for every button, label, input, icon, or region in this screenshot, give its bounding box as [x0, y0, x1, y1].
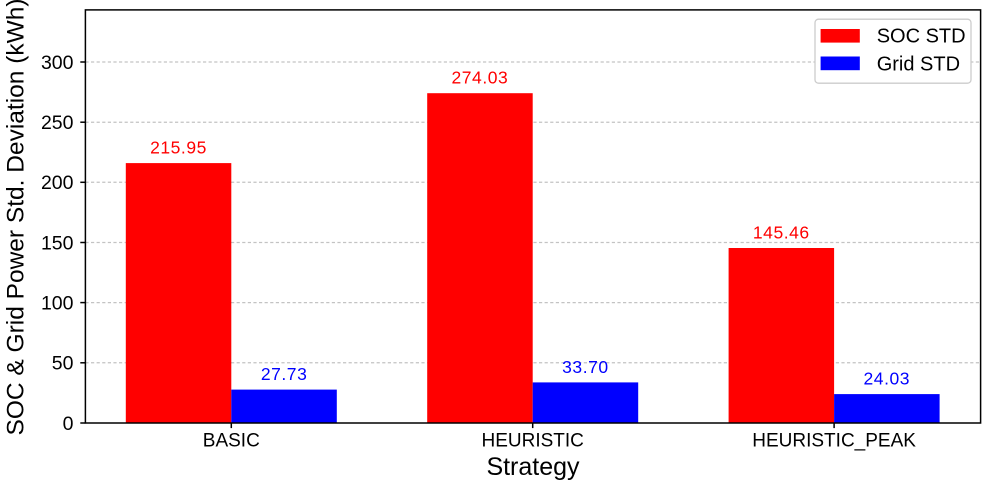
svg-text:SOC & Grid Power Std. Deviatio: SOC & Grid Power Std. Deviation (kWh): [3, 0, 30, 436]
svg-text:33.70: 33.70: [562, 357, 609, 377]
svg-text:250: 250: [41, 112, 74, 134]
svg-text:0: 0: [63, 413, 74, 435]
svg-text:200: 200: [41, 172, 74, 194]
svg-text:Strategy: Strategy: [486, 453, 580, 481]
svg-text:215.95: 215.95: [150, 137, 207, 157]
svg-text:150: 150: [41, 232, 74, 254]
svg-text:300: 300: [41, 52, 74, 74]
svg-text:BASIC: BASIC: [203, 431, 260, 452]
svg-text:274.03: 274.03: [451, 68, 508, 88]
svg-text:50: 50: [52, 353, 74, 375]
svg-text:SOC STD: SOC STD: [877, 26, 966, 48]
svg-text:HEURISTIC_PEAK: HEURISTIC_PEAK: [752, 431, 916, 452]
svg-text:HEURISTIC: HEURISTIC: [481, 431, 583, 452]
svg-text:24.03: 24.03: [864, 369, 911, 389]
svg-text:100: 100: [41, 293, 74, 315]
svg-text:Grid STD: Grid STD: [877, 53, 960, 75]
svg-text:145.46: 145.46: [753, 222, 810, 242]
svg-text:27.73: 27.73: [261, 364, 308, 384]
